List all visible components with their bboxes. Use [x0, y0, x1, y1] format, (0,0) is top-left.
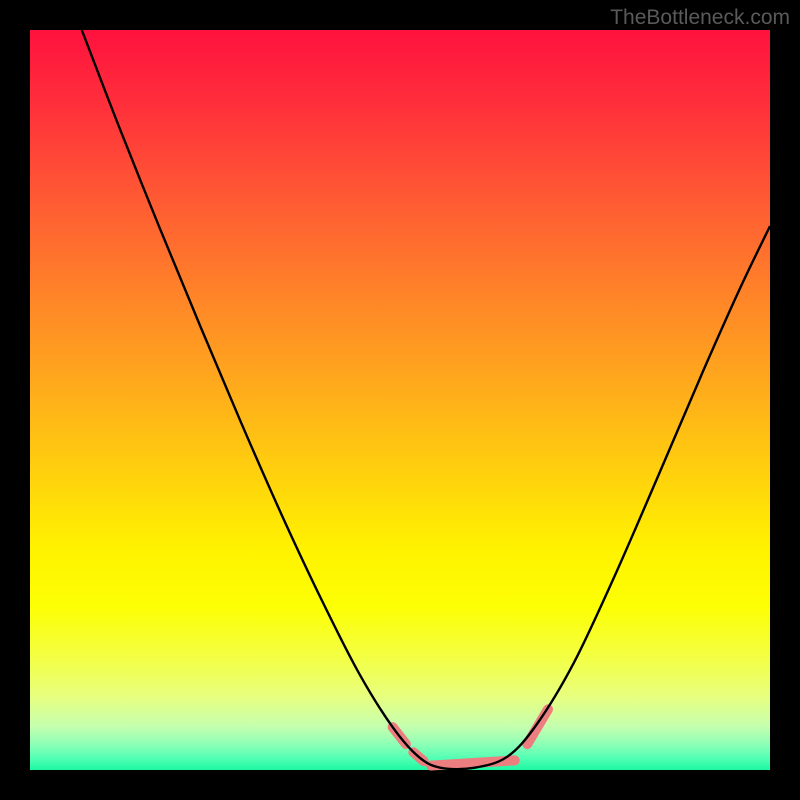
valley-segment: [431, 760, 515, 765]
gradient-background: [30, 30, 770, 770]
chart-svg: [0, 0, 800, 800]
bottleneck-chart: TheBottleneck.com: [0, 0, 800, 800]
